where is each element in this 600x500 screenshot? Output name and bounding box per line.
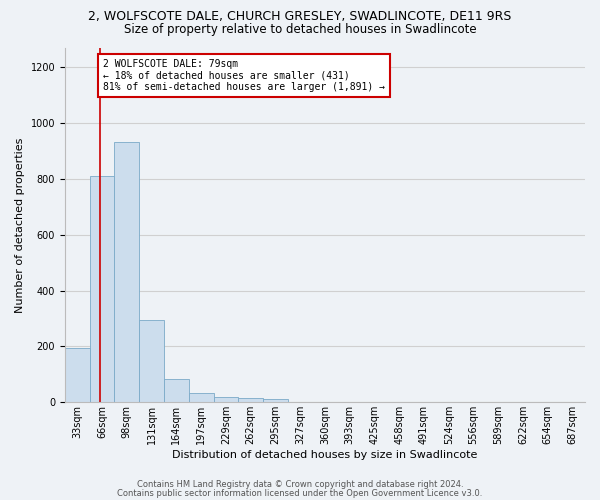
Bar bbox=[89, 176, 115, 402]
Text: Contains HM Land Registry data © Crown copyright and database right 2024.: Contains HM Land Registry data © Crown c… bbox=[137, 480, 463, 489]
Bar bbox=[139, 320, 164, 402]
Bar bbox=[65, 348, 89, 403]
Text: 2 WOLFSCOTE DALE: 79sqm
← 18% of detached houses are smaller (431)
81% of semi-d: 2 WOLFSCOTE DALE: 79sqm ← 18% of detache… bbox=[103, 58, 385, 92]
Bar bbox=[214, 396, 238, 402]
Y-axis label: Number of detached properties: Number of detached properties bbox=[15, 137, 25, 312]
Text: Size of property relative to detached houses in Swadlincote: Size of property relative to detached ho… bbox=[124, 22, 476, 36]
Bar bbox=[263, 399, 288, 402]
Bar bbox=[115, 142, 139, 402]
Bar bbox=[164, 378, 189, 402]
Text: 2, WOLFSCOTE DALE, CHURCH GRESLEY, SWADLINCOTE, DE11 9RS: 2, WOLFSCOTE DALE, CHURCH GRESLEY, SWADL… bbox=[88, 10, 512, 23]
Bar bbox=[189, 392, 214, 402]
Bar bbox=[238, 398, 263, 402]
Text: Contains public sector information licensed under the Open Government Licence v3: Contains public sector information licen… bbox=[118, 488, 482, 498]
X-axis label: Distribution of detached houses by size in Swadlincote: Distribution of detached houses by size … bbox=[172, 450, 478, 460]
